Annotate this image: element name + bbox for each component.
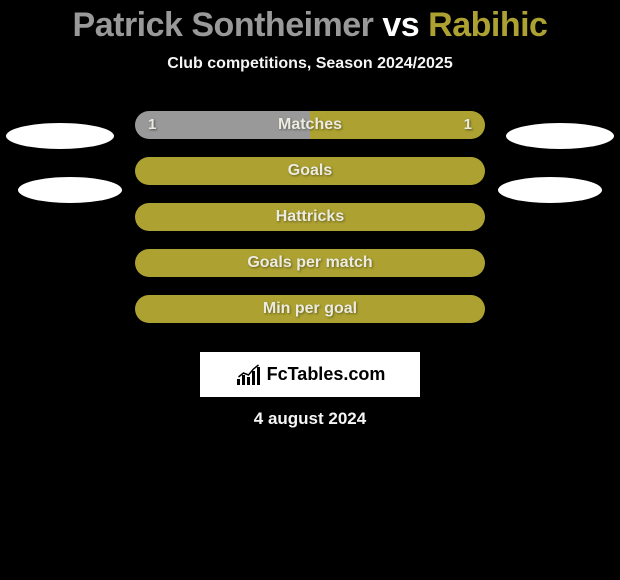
stat-row-mpg: Min per goal — [0, 295, 620, 323]
stat-label: Matches — [135, 111, 485, 139]
stat-row-gpm: Goals per match — [0, 249, 620, 277]
player-right-name: Rabihic — [428, 6, 547, 44]
bar-track: Goals — [135, 157, 485, 185]
subtitle: Club competitions, Season 2024/2025 — [0, 55, 620, 73]
date-text: 4 august 2024 — [0, 409, 620, 429]
comparison-title: Patrick Sontheimer vs Rabihic — [0, 0, 620, 45]
logo-text: FcTables.com — [267, 364, 386, 385]
stat-value-right: 1 — [464, 116, 472, 133]
stat-label: Min per goal — [135, 295, 485, 323]
stat-value-left: 1 — [148, 116, 156, 133]
stat-label: Goals per match — [135, 249, 485, 277]
stat-row-hattricks: Hattricks — [0, 203, 620, 231]
side-ellipse — [18, 177, 122, 203]
player-left-name: Patrick Sontheimer — [73, 6, 374, 44]
vs-text: vs — [382, 6, 419, 44]
stat-label: Goals — [135, 157, 485, 185]
bar-track: Matches — [135, 111, 485, 139]
side-ellipse — [506, 123, 614, 149]
side-ellipse — [498, 177, 602, 203]
bar-track: Hattricks — [135, 203, 485, 231]
bar-track: Min per goal — [135, 295, 485, 323]
bar-track: Goals per match — [135, 249, 485, 277]
stat-label: Hattricks — [135, 203, 485, 231]
bar-chart-icon — [235, 363, 263, 387]
logo-inner: FcTables.com — [235, 363, 386, 387]
logo-box: FcTables.com — [200, 352, 420, 397]
side-ellipse — [6, 123, 114, 149]
